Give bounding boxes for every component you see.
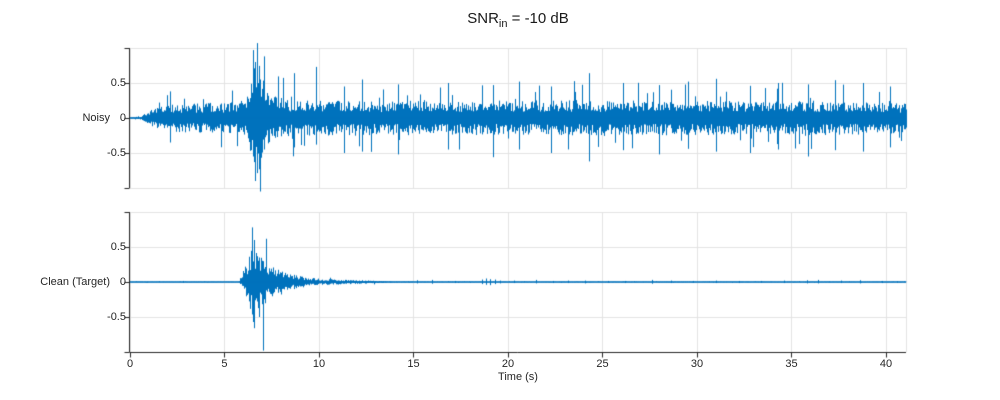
- y-tick-label: 0.5: [110, 77, 126, 89]
- x-tick-label: 25: [596, 358, 609, 370]
- x-tick-label: 30: [690, 358, 704, 370]
- x-tick-label: 15: [407, 358, 420, 370]
- x-tick-label: 40: [879, 358, 893, 370]
- x-tick-label: 35: [785, 358, 798, 370]
- y-tick-label: -0.5: [107, 147, 126, 159]
- chart-title: SNR in = -10 dB: [130, 10, 906, 30]
- y-tick-label: 0.5: [110, 241, 126, 253]
- x-tick-label: 10: [312, 358, 326, 370]
- y-tick-label: 0: [119, 112, 126, 124]
- y-tick-label: 0: [119, 276, 126, 288]
- x-tick-label: 0: [126, 358, 134, 370]
- x-tick-label: 5: [221, 358, 228, 370]
- xaxis-label: Time (s): [498, 371, 538, 383]
- title-main: SNR: [467, 10, 499, 27]
- title-rest: = -10 dB: [507, 10, 569, 27]
- y-tick-label: -0.5: [107, 311, 126, 323]
- title-subscript: in: [498, 18, 508, 30]
- ylabel-clean-target: Clean (Target): [40, 276, 110, 288]
- ylabel-noisy: Noisy: [82, 112, 110, 124]
- x-tick-label: 20: [501, 358, 515, 370]
